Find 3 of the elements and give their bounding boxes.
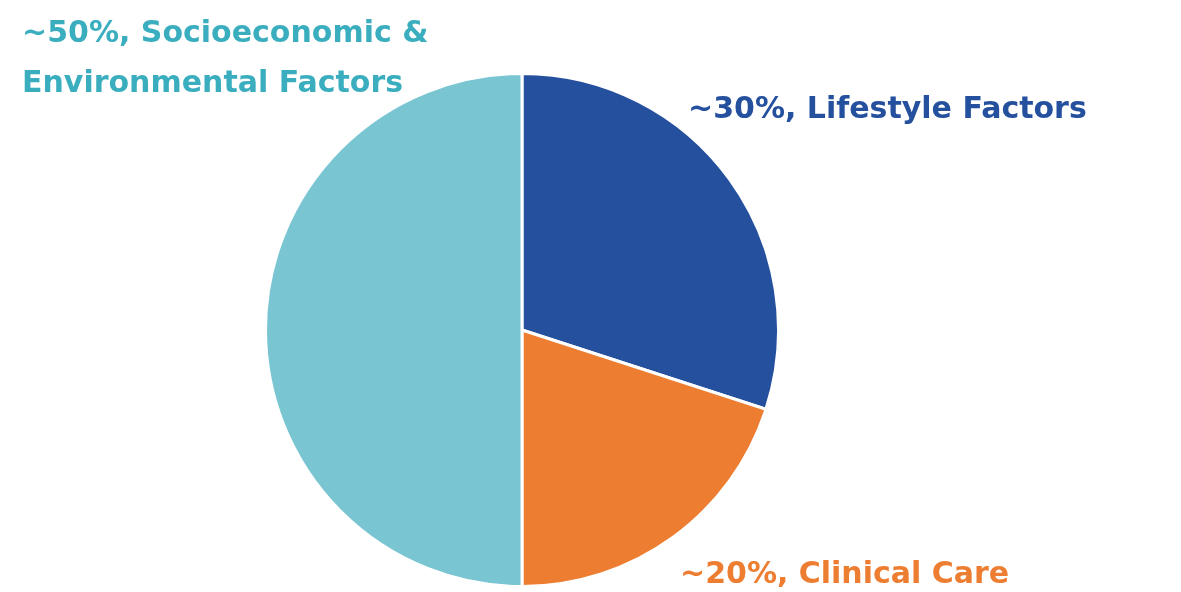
slice-label: ~30%, Lifestyle Factors bbox=[688, 90, 1087, 125]
slice-label: ~50%, Socioeconomic & Environmental Factors bbox=[22, 14, 429, 99]
slice-label: ~20%, Clinical Care bbox=[680, 555, 1010, 590]
